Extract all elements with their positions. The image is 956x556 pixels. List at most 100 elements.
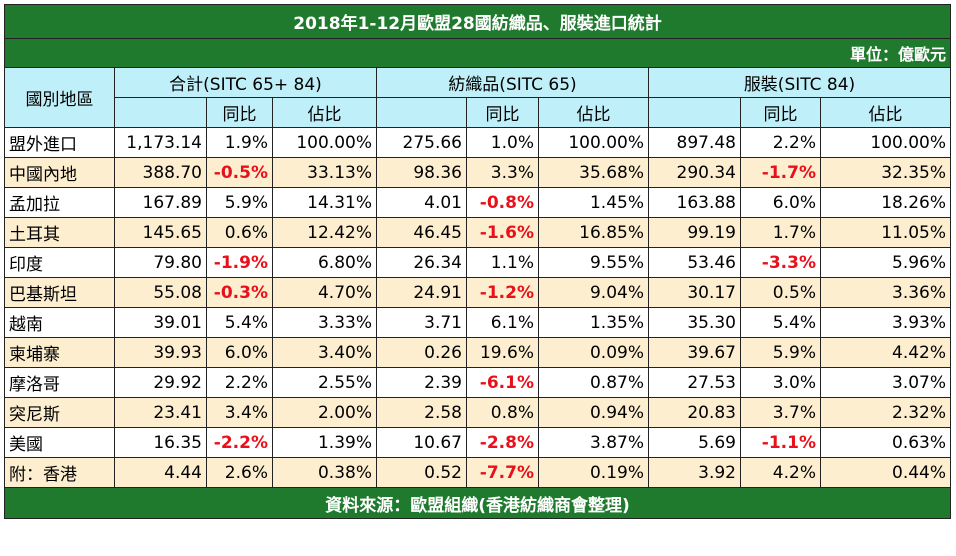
textile-share-cell: 1.45%: [538, 187, 649, 218]
apparel-value-subheader: [648, 97, 741, 128]
table-row: 越南 39.01 5.4% 3.33% 3.71 6.1% 1.35% 35.30 5.4% 3.…: [4, 307, 952, 338]
total-value-cell: 39.93: [114, 337, 207, 368]
apparel-yoy-cell: 4.2%: [740, 457, 821, 488]
table-row: 巴基斯坦 55.08 -0.3% 4.70% 24.91 -1.2% 9.04% 30.17 0…: [4, 277, 952, 308]
table-row: 土耳其 145.65 0.6% 12.42% 46.45 -1.6% 16.85% 99.19…: [4, 217, 952, 248]
apparel-share-cell: 2.32%: [819, 397, 952, 428]
total-yoy-cell: -1.9%: [206, 247, 273, 278]
total-yoy-cell: 5.9%: [206, 187, 273, 218]
total-value-cell: 16.35: [114, 427, 207, 458]
total-yoy-cell: -0.3%: [206, 277, 273, 308]
textile-value-cell: 275.66: [376, 127, 467, 158]
total-share-cell: 3.33%: [272, 307, 377, 338]
region-name-cell: 美國: [4, 427, 115, 458]
total-share-cell: 33.13%: [272, 157, 377, 188]
textile-yoy-cell: -0.8%: [466, 187, 539, 218]
apparel-share-cell: 3.93%: [819, 307, 952, 338]
apparel-share-cell: 0.63%: [819, 427, 952, 458]
table-row: 孟加拉 167.89 5.9% 14.31% 4.01 -0.8% 1.45% 163.88 6…: [4, 187, 952, 218]
region-name-cell: 突尼斯: [4, 397, 115, 428]
apparel-value-cell: 290.34: [648, 157, 741, 188]
apparel-share-cell: 0.44%: [819, 457, 952, 488]
apparel-yoy-cell: 0.5%: [740, 277, 821, 308]
total-value-cell: 39.01: [114, 307, 207, 338]
textile-share-cell: 0.09%: [538, 337, 649, 368]
textile-share-cell: 0.94%: [538, 397, 649, 428]
total-value-cell: 55.08: [114, 277, 207, 308]
apparel-yoy-cell: 3.7%: [740, 397, 821, 428]
textile-value-cell: 0.26: [376, 337, 467, 368]
total-yoy-cell: 3.4%: [206, 397, 273, 428]
textile-yoy-cell: 1.0%: [466, 127, 539, 158]
apparel-value-cell: 5.69: [648, 427, 741, 458]
apparel-value-cell: 163.88: [648, 187, 741, 218]
apparel-share-cell: 100.00%: [819, 127, 952, 158]
textile-value-cell: 4.01: [376, 187, 467, 218]
total-yoy-cell: 2.2%: [206, 367, 273, 398]
apparel-yoy-cell: 1.7%: [740, 217, 821, 248]
textile-yoy-cell: 19.6%: [466, 337, 539, 368]
total-share-cell: 12.42%: [272, 217, 377, 248]
apparel-value-cell: 53.46: [648, 247, 741, 278]
total-value-cell: 1,173.14: [114, 127, 207, 158]
apparel-yoy-cell: -1.1%: [740, 427, 821, 458]
textile-value-cell: 2.58: [376, 397, 467, 428]
apparel-share-cell: 3.07%: [819, 367, 952, 398]
total-yoy-cell: -0.5%: [206, 157, 273, 188]
textile-share-cell: 9.55%: [538, 247, 649, 278]
region-name-cell: 盟外進口: [4, 127, 115, 158]
textile-share-cell: 3.87%: [538, 427, 649, 458]
table-row: 盟外進口 1,173.14 1.9% 100.00% 275.66 1.0% 100.00%…: [4, 127, 952, 158]
total-share-subheader: 佔比: [272, 97, 377, 128]
textile-value-cell: 3.71: [376, 307, 467, 338]
textile-group-header: 紡織品(SITC 65): [376, 67, 649, 98]
region-name-cell: 越南: [4, 307, 115, 338]
textile-yoy-cell: -2.8%: [466, 427, 539, 458]
total-yoy-subheader: 同比: [206, 97, 273, 128]
region-name-cell: 孟加拉: [4, 187, 115, 218]
textile-share-cell: 16.85%: [538, 217, 649, 248]
apparel-value-cell: 30.17: [648, 277, 741, 308]
apparel-value-cell: 39.67: [648, 337, 741, 368]
total-share-cell: 14.31%: [272, 187, 377, 218]
textile-yoy-cell: 3.3%: [466, 157, 539, 188]
total-yoy-cell: 2.6%: [206, 457, 273, 488]
total-share-cell: 2.00%: [272, 397, 377, 428]
table-row: 美國 16.35 -2.2% 1.39% 10.67 -2.8% 3.87% 5.69 -1.1…: [4, 427, 952, 458]
textile-value-cell: 98.36: [376, 157, 467, 188]
apparel-yoy-cell: 6.0%: [740, 187, 821, 218]
apparel-share-subheader: 佔比: [819, 97, 952, 128]
textile-value-cell: 10.67: [376, 427, 467, 458]
table-row: 摩洛哥 29.92 2.2% 2.55% 2.39 -6.1% 0.87% 27.53 3.0%…: [4, 367, 952, 398]
textile-yoy-cell: -6.1%: [466, 367, 539, 398]
total-share-cell: 3.40%: [272, 337, 377, 368]
textile-value-cell: 46.45: [376, 217, 467, 248]
textile-yoy-cell: -7.7%: [466, 457, 539, 488]
textile-share-cell: 0.87%: [538, 367, 649, 398]
table-row: 中國內地 388.70 -0.5% 33.13% 98.36 3.3% 35.68% 290.…: [4, 157, 952, 188]
apparel-yoy-cell: -3.3%: [740, 247, 821, 278]
total-value-cell: 4.44: [114, 457, 207, 488]
region-name-cell: 摩洛哥: [4, 367, 115, 398]
apparel-share-cell: 18.26%: [819, 187, 952, 218]
textile-yoy-subheader: 同比: [466, 97, 539, 128]
total-yoy-cell: -2.2%: [206, 427, 273, 458]
textile-value-cell: 24.91: [376, 277, 467, 308]
region-name-cell: 附：香港: [4, 457, 115, 488]
textile-share-cell: 100.00%: [538, 127, 649, 158]
apparel-yoy-cell: -1.7%: [740, 157, 821, 188]
textile-yoy-cell: -1.6%: [466, 217, 539, 248]
total-share-cell: 0.38%: [272, 457, 377, 488]
apparel-yoy-cell: 5.9%: [740, 337, 821, 368]
table-row: 突尼斯 23.41 3.4% 2.00% 2.58 0.8% 0.94% 20.83 3.7% 2…: [4, 397, 952, 428]
apparel-share-cell: 3.36%: [819, 277, 952, 308]
apparel-yoy-cell: 3.0%: [740, 367, 821, 398]
total-value-cell: 23.41: [114, 397, 207, 428]
textile-yoy-cell: 1.1%: [466, 247, 539, 278]
table-row: 附：香港 4.44 2.6% 0.38% 0.52 -7.7% 0.19% 3.92 4.2% 0…: [4, 457, 952, 488]
total-share-cell: 1.39%: [272, 427, 377, 458]
apparel-share-cell: 5.96%: [819, 247, 952, 278]
apparel-value-cell: 99.19: [648, 217, 741, 248]
table-title: 2018年1-12月歐盟28國紡織品、服裝進口統計: [3, 4, 952, 39]
total-share-cell: 100.00%: [272, 127, 377, 158]
